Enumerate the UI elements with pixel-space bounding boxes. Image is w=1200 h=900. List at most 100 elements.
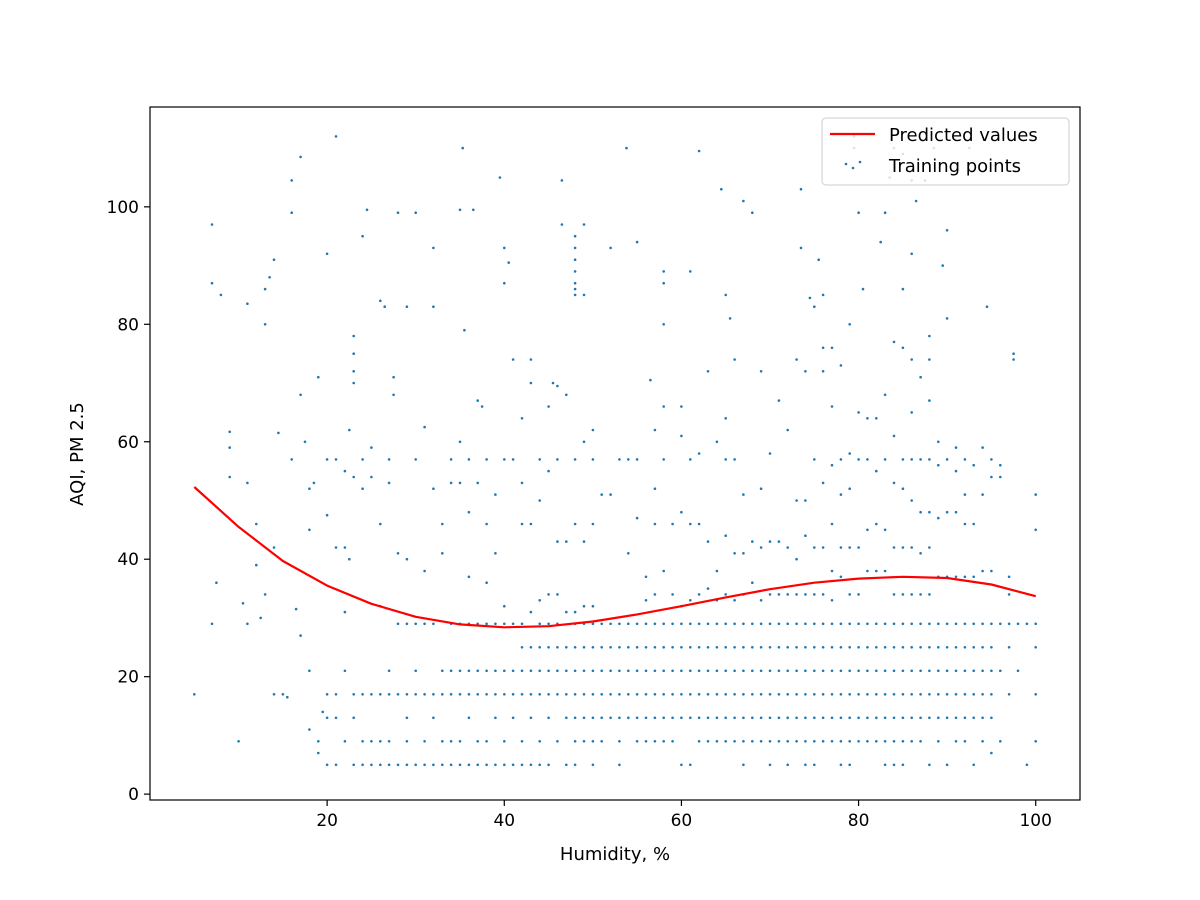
training-point-586 [848,716,851,720]
y-tick-label-40: 40 [117,550,139,570]
training-point-4 [215,581,218,584]
training-point-254 [565,669,568,673]
training-point-168 [480,405,484,408]
training-point-244 [556,646,559,649]
training-point-102 [396,763,400,767]
training-point-235 [547,693,550,696]
training-point-154 [467,575,471,579]
training-point-710 [937,646,940,649]
training-point-731 [954,622,958,626]
training-point-508 [795,593,798,596]
training-point-515 [799,187,803,191]
training-point-604 [866,458,869,461]
training-point-719 [945,510,949,514]
training-point-289 [591,604,595,608]
training-point-183 [494,763,497,767]
training-point-213 [529,522,533,526]
training-point-621 [875,716,878,720]
training-point-182 [494,716,497,720]
training-point-500 [786,669,789,673]
training-point-499 [786,646,789,649]
training-point-231 [547,593,550,596]
training-point-76 [361,763,364,767]
training-point-754 [972,693,975,696]
training-point-509 [795,622,798,626]
training-point-645 [892,669,896,673]
training-point-755 [972,716,975,720]
training-point-219 [529,763,533,767]
training-point-56 [343,610,347,614]
training-point-602 [861,287,865,291]
training-point-211 [529,358,533,361]
training-point-369 [671,622,674,626]
training-point-138 [449,669,453,673]
training-point-644 [892,646,896,649]
training-point-277 [582,440,586,444]
training-point-196 [511,458,515,461]
training-point-309 [609,693,612,696]
predicted-values-line [193,486,1036,629]
training-point-288 [591,522,595,526]
training-point-794 [1034,622,1037,626]
training-point-215 [529,646,533,649]
training-point-705 [937,440,940,444]
training-point-148 [458,740,462,743]
training-point-252 [565,610,568,614]
training-point-470 [759,622,763,626]
training-point-778 [999,622,1002,626]
training-point-401 [697,669,701,673]
training-point-384 [680,763,683,767]
training-point-541 [821,293,825,297]
training-point-101 [396,693,400,696]
training-point-528 [808,296,812,300]
training-point-267 [573,610,577,614]
training-point-305 [609,493,612,496]
training-point-328 [635,458,639,461]
training-point-753 [972,669,975,673]
training-point-386 [689,458,692,461]
training-point-787 [1012,358,1015,361]
training-point-460 [751,622,754,626]
training-point-542 [821,346,825,350]
training-point-226 [538,693,541,696]
training-point-702 [928,716,931,720]
training-point-278 [582,540,586,543]
training-point-325 [627,693,630,696]
training-point-336 [644,575,648,579]
training-point-759 [981,569,984,573]
training-point-535 [813,669,816,673]
training-point-92 [387,669,391,673]
training-point-23 [272,693,276,696]
legend-label-training: Training points [888,156,1021,177]
training-point-613 [875,417,878,420]
training-point-347 [653,522,657,526]
training-point-38 [308,728,311,731]
training-point-108 [405,740,409,743]
training-point-593 [857,458,860,461]
training-point-87 [379,740,382,743]
training-point-713 [937,716,940,720]
training-point-681 [919,510,922,514]
training-point-205 [520,622,524,626]
training-point-684 [919,622,922,626]
training-point-676 [910,716,913,720]
training-point-19 [263,593,267,596]
training-point-282 [582,669,586,673]
training-point-51 [334,458,338,461]
training-point-475 [759,740,763,743]
training-point-357 [662,323,665,326]
training-point-293 [591,693,595,696]
training-point-358 [662,405,665,408]
training-point-169 [485,458,488,461]
training-point-564 [830,740,834,743]
training-point-697 [928,593,931,596]
training-point-782 [1007,593,1011,596]
training-point-483 [768,716,772,720]
training-point-546 [821,593,825,596]
training-point-15 [254,563,258,567]
training-point-433 [724,716,727,720]
training-point-115 [414,763,418,767]
training-point-94 [387,740,391,743]
training-point-65 [352,370,356,373]
training-point-107 [405,716,409,720]
